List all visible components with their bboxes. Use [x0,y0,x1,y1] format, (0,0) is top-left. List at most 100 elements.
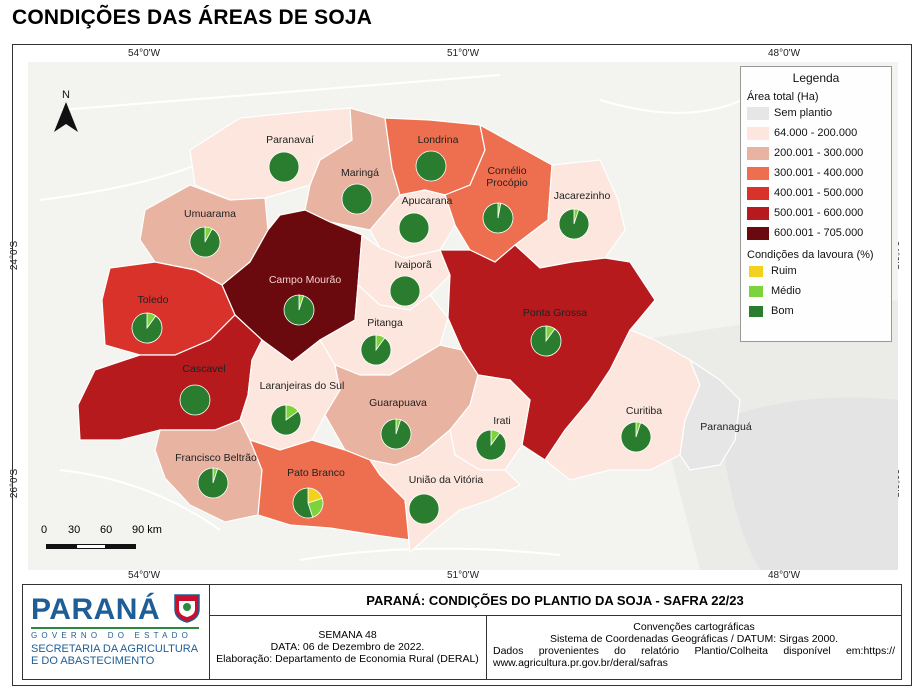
condition-pie[interactable] [415,150,447,182]
scale-label-90: 90 km [132,524,162,536]
region-label: Umuarama [184,208,236,220]
condition-pie[interactable] [283,294,315,326]
region-labels-layer: Paranavaí Maringá Londrina CornélioProcópio… [138,134,752,486]
report-info: SEMANA 48 DATA: 06 de Dezembro de 2022. … [209,615,487,679]
legend-swatch [747,206,769,220]
condition-pie[interactable] [360,334,392,366]
legend-area-label: 400.001 - 500.000 [774,187,864,199]
legend-area-item: 300.001 - 400.000 [747,163,891,183]
parana-logo: PARANÁ GOVERNO DO ESTADO SECRETARIA DA A… [23,585,210,679]
legend-swatch [747,106,769,120]
report-author: Elaboração: Departamento de Economia Rur… [216,653,479,665]
north-arrow: N [54,89,78,132]
region-label: Curitiba [626,405,662,417]
coord-top-3: 48°0'W [768,48,801,59]
condition-pie[interactable] [408,493,440,525]
condition-pie[interactable] [131,312,163,344]
pie-slice [475,429,507,461]
condition-pie[interactable] [341,183,373,215]
region-label: Pitanga [367,317,403,329]
coord-bottom-2: 51°0'W [447,570,480,581]
scale-bar: 0 30 60 90 km [41,524,166,552]
pie-slice [482,202,514,234]
condition-pie[interactable] [270,404,302,436]
condition-pie[interactable] [558,208,590,240]
legend-area-label: 500.001 - 600.000 [774,207,864,219]
condition-pie[interactable] [380,418,412,450]
region-label: Ivaiporã [394,259,432,271]
pie-slice [389,275,421,307]
condition-pie[interactable] [530,325,562,357]
report-week: SEMANA 48 [318,629,377,641]
condition-pie[interactable] [398,212,430,244]
logo-government: GOVERNO DO ESTADO [31,631,193,640]
condition-pie[interactable] [475,429,507,461]
region-label: Guarapuava [369,397,427,409]
region-label: Paranavaí [266,134,314,146]
coord-bottom-1: 54°0'W [128,570,161,581]
region-label: Pato Branco [287,467,345,479]
report-date: DATA: 06 de Dezembro de 2022. [270,641,425,653]
legend-area-item: 600.001 - 705.000 [747,223,891,243]
condition-pie[interactable] [179,384,211,416]
legend-area-title: Área total (Ha) [747,91,819,103]
region-label: Londrina [418,134,459,146]
pie-slice [197,467,229,499]
legend-swatch [747,166,769,180]
legend-area-item: Sem plantio [747,103,891,123]
pie-charts-layer [131,150,652,525]
legend-condition-item: Médio [747,281,891,301]
pie-slice [341,183,373,215]
legend-area-label: Sem plantio [774,107,833,119]
logo-secretariat-line2: E DO ABASTECIMENTO [31,655,155,667]
region-label: Maringá [341,167,379,179]
coord-left-2: 26°0'S [9,468,21,499]
legend-area-label: 600.001 - 705.000 [774,227,864,239]
map-canvas[interactable]: Paranavaí Maringá Londrina Cornélio Procópio… [28,62,898,570]
pie-slice [380,418,412,450]
coordinate-system: Sistema de Coordenadas Geográficas / DAT… [549,633,839,645]
logo-name: PARANÁ [31,593,161,626]
region-label: Procópio [486,177,528,189]
basemap-roads [39,74,761,561]
logo-secretariat: SECRETARIA DA AGRICULTURA E DO ABASTECIM… [31,643,198,667]
pie-slice [179,384,211,416]
map-title: CONDIÇÕES DAS ÁREAS DE SOJA [12,6,373,29]
logo-secretariat-line1: SECRETARIA DA AGRICULTURA [31,643,199,655]
cartographic-info: Convenções cartográficas Sistema de Coor… [487,615,901,679]
pie-slice [292,487,314,519]
region-label: Toledo [138,294,169,306]
conventions-title: Convenções cartográficas [633,621,755,633]
condition-pie[interactable] [197,467,229,499]
condition-pie[interactable] [389,275,421,307]
region-label: Jacarezinho [554,190,611,202]
pie-slice [408,493,440,525]
region-label: União da Vitória [409,474,484,486]
legend-condition-item: Ruim [747,261,891,281]
region-label: Laranjeiras do Sul [260,380,345,392]
legend-area-item: 400.001 - 500.000 [747,183,891,203]
coord-top-2: 51°0'W [447,48,480,59]
condition-pie[interactable] [292,487,324,519]
condition-pie[interactable] [620,421,652,453]
region-paranagua[interactable] [679,358,741,471]
region-label: Paranaguá [700,421,752,433]
north-label: N [62,89,70,101]
legend-swatch [749,285,763,297]
condition-pie[interactable] [268,151,300,183]
condition-pie[interactable] [189,226,221,258]
region-label: Apucarana [402,195,453,207]
legend-swatch [747,126,769,140]
ocean [720,397,898,570]
scale-label-60: 60 [100,524,113,536]
pie-slice [270,404,302,436]
pie-slice [558,208,590,240]
region-uniao-da-vitoria[interactable] [368,428,522,554]
legend-condition-label: Ruim [771,265,797,277]
pie-slice [398,212,430,244]
legend-area-label: 64.000 - 200.000 [774,127,858,139]
region-label: Ponta Grossa [523,307,587,319]
sheet-title: PARANÁ: CONDIÇÕES DO PLANTIO DA SOJA - S… [209,585,901,616]
region-label: Campo Mourão [269,274,342,286]
condition-pie[interactable] [482,202,514,234]
